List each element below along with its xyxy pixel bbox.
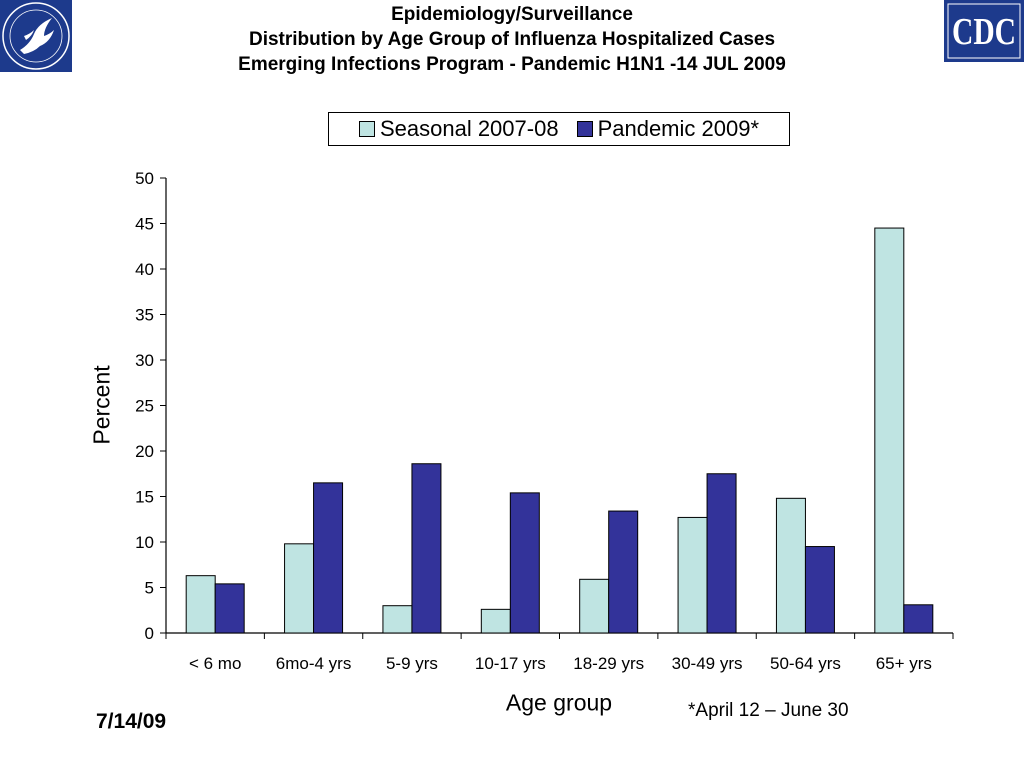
y-tick-label: 5 (145, 579, 154, 598)
legend-entry-pandemic: Pandemic 2009* (576, 116, 760, 142)
y-axis-label: Percent (88, 365, 115, 445)
bar-pandemic (214, 583, 245, 634)
y-tick-label: 20 (135, 442, 154, 461)
hhs-logo (0, 0, 72, 72)
cdc-logo: CDC (944, 0, 1024, 62)
cdc-logo-text: CDC (952, 11, 1016, 53)
legend-label-seasonal: Seasonal 2007-08 (379, 116, 559, 141)
y-tick-label: 45 (135, 215, 154, 234)
bar-pandemic (804, 546, 835, 634)
x-axis-label: Age group (505, 689, 613, 716)
footnote: *April 12 – June 30 (688, 700, 849, 721)
slide-date: 7/14/09 (96, 710, 167, 733)
bar-pandemic (509, 492, 540, 634)
bar-seasonal (775, 497, 806, 634)
y-tick-label: 10 (135, 533, 154, 552)
x-tick-label: 6mo-4 yrs (276, 654, 352, 673)
legend-label-pandemic: Pandemic 2009* (597, 116, 760, 141)
x-tick-label: 30-49 yrs (672, 654, 743, 673)
y-tick-label: 30 (135, 351, 154, 370)
bar-pandemic (608, 510, 639, 634)
legend-entry-seasonal: Seasonal 2007-08 (358, 116, 559, 142)
bar-seasonal (185, 575, 216, 634)
bar-seasonal (480, 608, 511, 634)
x-tick-label: 5-9 yrs (386, 654, 438, 673)
hhs-eagle-icon (2, 2, 70, 70)
x-tick-label: 65+ yrs (876, 654, 932, 673)
bar-pandemic (411, 463, 442, 634)
chart-legend: Seasonal 2007-08 Pandemic 2009* (328, 112, 790, 146)
bar-seasonal (874, 227, 905, 634)
y-tick-label: 25 (135, 397, 154, 416)
bar-pandemic (706, 473, 737, 634)
y-tick-label: 0 (145, 624, 154, 643)
bar-seasonal (382, 605, 413, 634)
legend-swatch-seasonal (358, 121, 375, 137)
y-tick-label: 15 (135, 488, 154, 507)
x-tick-label: 18-29 yrs (573, 654, 644, 673)
bar-seasonal (284, 543, 315, 634)
slide-title: Epidemiology/Surveillance Distribution b… (90, 2, 934, 77)
bar-pandemic (903, 604, 934, 634)
title-line-1: Epidemiology/Surveillance (391, 4, 633, 25)
x-tick-label: 10-17 yrs (475, 654, 546, 673)
bar-seasonal (579, 578, 610, 634)
y-tick-label: 35 (135, 306, 154, 325)
bar-seasonal (677, 516, 708, 634)
x-tick-label: < 6 mo (189, 654, 241, 673)
x-tick-label: 50-64 yrs (770, 654, 841, 673)
y-tick-label: 40 (135, 260, 154, 279)
legend-swatch-pandemic (576, 121, 593, 137)
title-line-2: Distribution by Age Group of Influenza H… (248, 29, 776, 50)
bar-pandemic (313, 482, 344, 634)
y-tick-label: 50 (135, 169, 154, 188)
title-line-3: Emerging Infections Program - Pandemic H… (238, 54, 786, 75)
